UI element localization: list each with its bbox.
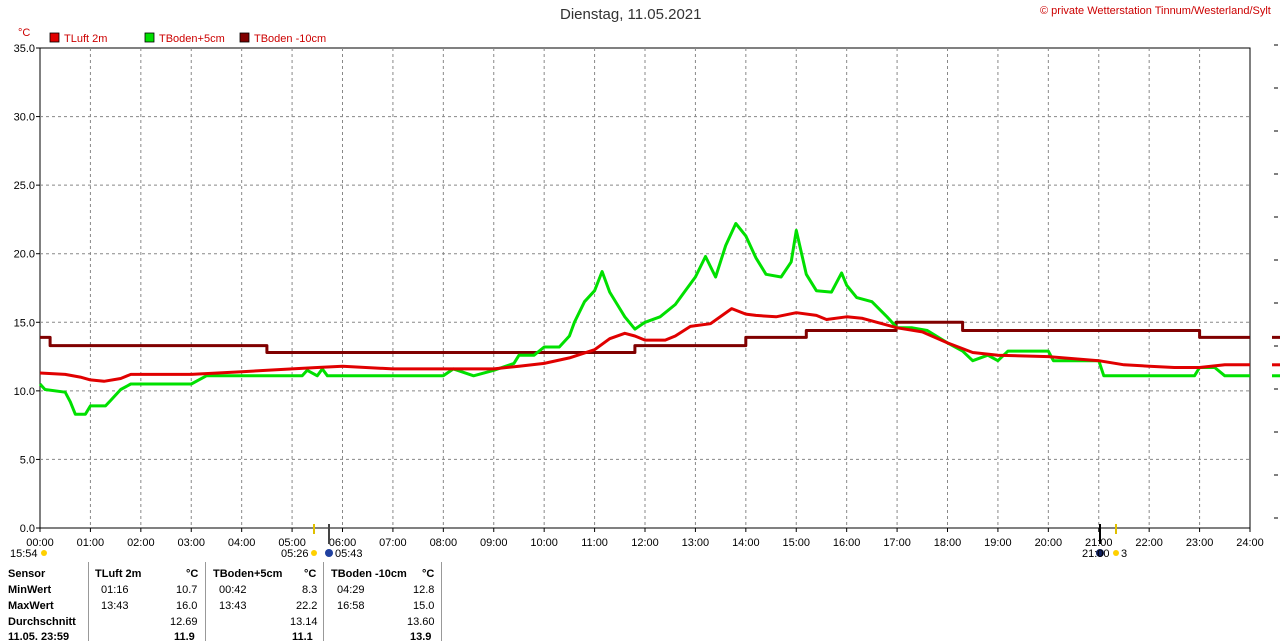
max-value-1: 16.0 — [176, 600, 198, 612]
last-value-2: 11.1 — [292, 631, 313, 643]
x-tick-label: 05:00 — [278, 537, 306, 549]
x-tick-label: 11:00 — [581, 537, 608, 549]
legend-label: TBoden+5cm — [159, 33, 225, 45]
table-divider — [441, 562, 442, 641]
header-sensor: Sensor — [8, 568, 46, 580]
max-value-3: 15.0 — [413, 600, 435, 612]
x-tick-label: 00:00 — [26, 537, 54, 549]
max-time-2: 13:43 — [219, 600, 247, 612]
sun-event-label: 15:54 — [10, 548, 38, 560]
x-tick-label: 13:00 — [682, 537, 710, 549]
x-tick-label: 10:00 — [530, 537, 558, 549]
header-unit-1: °C — [186, 568, 199, 580]
avg-value-3: 13.60 — [407, 616, 435, 628]
row-label-min: MinWert — [8, 584, 52, 596]
sun-event-label: 05:26 — [281, 548, 309, 560]
y-tick-label: 35.0 — [14, 43, 35, 55]
series-line-2 — [40, 320, 1250, 354]
x-tick-label: 18:00 — [934, 537, 962, 549]
sun-event-label: 3 — [1121, 548, 1127, 560]
y-tick-label: 30.0 — [14, 112, 35, 124]
header-tboden5: TBoden+5cm — [213, 568, 283, 580]
x-tick-label: 06:00 — [329, 537, 357, 549]
min-value-1: 10.7 — [176, 584, 198, 596]
y-tick-label: 10.0 — [14, 386, 35, 398]
copyright-text: © private Wetterstation Tinnum/Westerlan… — [1040, 5, 1271, 17]
x-tick-label: 21:00 — [1085, 537, 1113, 549]
last-value-3: 13.9 — [410, 631, 432, 643]
x-tick-label: 07:00 — [379, 537, 407, 549]
y-tick-label: 15.0 — [14, 317, 35, 329]
y-axis-unit: °C — [18, 27, 30, 39]
min-value-3: 12.8 — [413, 584, 435, 596]
x-tick-label: 04:00 — [228, 537, 256, 549]
last-value-1: 11.9 — [174, 631, 195, 643]
y-tick-label: 0.0 — [20, 523, 35, 535]
header-tluft: TLuft 2m — [95, 568, 142, 580]
x-tick-label: 03:00 — [177, 537, 205, 549]
x-tick-label: 19:00 — [984, 537, 1012, 549]
table-divider — [205, 562, 206, 641]
max-time-3: 16:58 — [337, 600, 365, 612]
legend-label: TLuft 2m — [64, 33, 107, 45]
x-tick-label: 09:00 — [480, 537, 508, 549]
series-line-0 — [39, 307, 1250, 383]
x-tick-label: 08:00 — [430, 537, 458, 549]
sun-icon — [311, 550, 317, 556]
sun-icon — [41, 550, 47, 556]
x-tick-label: 15:00 — [782, 537, 810, 549]
table-divider — [88, 562, 89, 641]
sun-event-label: 05:43 — [335, 548, 363, 560]
max-time-1: 13:43 — [101, 600, 129, 612]
x-tick-label: 23:00 — [1186, 537, 1214, 549]
legend-label: TBoden -10cm — [254, 33, 326, 45]
avg-value-1: 12.69 — [170, 616, 198, 628]
x-tick-label: 22:00 — [1135, 537, 1163, 549]
min-time-3: 04:29 — [337, 584, 365, 596]
moon-icon — [325, 549, 333, 557]
sun-event-label: 21:00 — [1082, 548, 1110, 560]
row-label-max: MaxWert — [8, 600, 54, 612]
header-tboden10: TBoden -10cm — [331, 568, 407, 580]
legend-swatch — [49, 32, 60, 43]
y-tick-label: 20.0 — [14, 249, 35, 261]
series-line-1 — [38, 222, 1250, 416]
min-time-2: 00:42 — [219, 584, 247, 596]
x-tick-label: 16:00 — [833, 537, 861, 549]
row-label-last: 11.05. 23:59 — [8, 631, 70, 643]
chart-title: Dienstag, 11.05.2021 — [560, 6, 702, 23]
y-tick-label: 5.0 — [20, 454, 35, 466]
avg-value-2: 13.14 — [290, 616, 318, 628]
x-tick-label: 12:00 — [631, 537, 659, 549]
x-tick-label: 14:00 — [732, 537, 760, 549]
moon-icon — [1096, 549, 1104, 557]
legend-swatch — [144, 32, 155, 43]
min-value-2: 8.3 — [302, 584, 318, 596]
x-tick-label: 24:00 — [1236, 537, 1264, 549]
x-tick-label: 01:00 — [77, 537, 105, 549]
min-time-1: 01:16 — [101, 584, 129, 596]
row-label-avg: Durchschnitt — [8, 616, 76, 628]
x-tick-label: 02:00 — [127, 537, 155, 549]
y-tick-label: 25.0 — [14, 180, 35, 192]
x-tick-label: 17:00 — [883, 537, 911, 549]
sun-icon — [1113, 550, 1119, 556]
header-unit-2: °C — [304, 568, 317, 580]
max-value-2: 22.2 — [296, 600, 318, 612]
table-divider — [323, 562, 324, 641]
header-unit-3: °C — [422, 568, 435, 580]
x-tick-label: 20:00 — [1035, 537, 1063, 549]
legend-swatch — [239, 32, 250, 43]
